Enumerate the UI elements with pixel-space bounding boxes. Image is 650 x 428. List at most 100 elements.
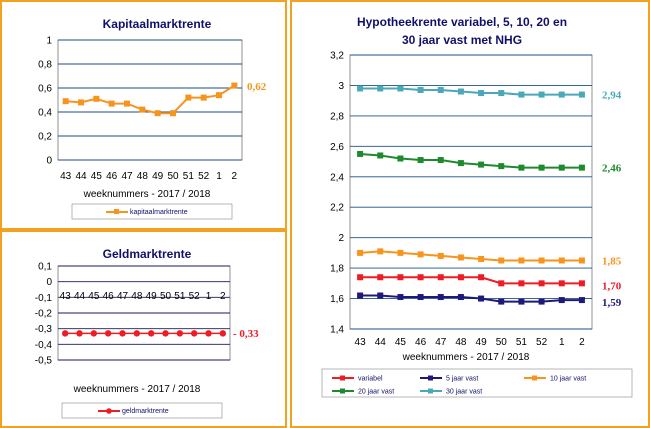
data-point xyxy=(397,274,404,281)
data-point xyxy=(104,330,112,337)
hypotheek-series xyxy=(357,85,585,305)
panel-geldmarktrente: Geldmarktrente 0,1 0 -0,1 -0,2 -0,3 -0,4 -0,5 … xyxy=(0,230,287,428)
x-tick-label: 1 xyxy=(206,291,212,302)
kapitaal-end-label: 0,62 xyxy=(247,81,267,93)
x-tick-label: 46 xyxy=(106,171,118,182)
k-plot-frame xyxy=(57,39,243,161)
y-tick-label: 0 xyxy=(46,277,52,288)
data-point xyxy=(216,92,222,99)
panel-hypotheekrente: Hypotheekrente variabel, 5, 10, 20 en 30… xyxy=(290,0,650,428)
y-tick-label: 0,4 xyxy=(38,108,52,119)
x-tick-label: 50 xyxy=(167,171,179,182)
x-tick-label: 48 xyxy=(455,337,467,348)
x-tick-label: 44 xyxy=(75,171,87,182)
end-label-variabel: 1,70 xyxy=(602,280,622,292)
data-point xyxy=(558,164,565,171)
data-point xyxy=(147,330,155,337)
data-point xyxy=(498,257,505,264)
data-point xyxy=(357,292,364,299)
x-tick-label: 51 xyxy=(183,171,195,182)
data-point xyxy=(190,330,198,337)
y-tick-label: 2,6 xyxy=(330,142,344,153)
data-point xyxy=(518,298,525,305)
data-point xyxy=(176,330,184,337)
hypotheek-x-ticks: 43 44 45 46 47 48 49 50 51 52 1 2 xyxy=(355,337,586,348)
x-tick-label: 45 xyxy=(88,291,100,302)
data-point xyxy=(185,94,192,101)
x-tick-label: 2 xyxy=(579,337,585,348)
data-point xyxy=(417,294,424,301)
data-point xyxy=(377,274,384,281)
data-point xyxy=(124,100,130,107)
data-point xyxy=(377,152,384,159)
y-tick-label: 1,6 xyxy=(330,294,344,305)
kapitaal-legend: kapitaalmarktrente xyxy=(71,203,233,220)
x-tick-label: 47 xyxy=(117,291,129,302)
x-tick-label: 43 xyxy=(355,337,367,348)
kapitaal-series xyxy=(62,82,238,117)
series-line-20-jaar-vast xyxy=(360,152,582,169)
data-point xyxy=(78,99,84,106)
y-tick-label: 0,6 xyxy=(38,84,52,95)
data-point xyxy=(119,330,126,337)
data-point xyxy=(498,298,505,305)
legend-marker xyxy=(340,375,345,381)
kapitaal-chart: Kapitaalmarktrente 0 0,2 0,4 0,6 0,8 1 43 44 45… xyxy=(38,17,267,220)
kapitaal-x-ticks: 43 44 45 46 47 48 49 50 51 52 1 2 xyxy=(60,171,237,182)
legend-label-10-jaar-vast: 10 jaar vast xyxy=(550,376,586,383)
y-tick-label: -0,4 xyxy=(35,340,53,351)
kapitaal-x-label: weeknummers - 2017 / 2018 xyxy=(83,189,211,200)
data-point xyxy=(518,257,525,264)
x-tick-label: 46 xyxy=(103,291,115,302)
data-point xyxy=(478,161,485,168)
x-tick-label: 49 xyxy=(152,171,164,182)
data-point xyxy=(518,280,525,287)
data-point xyxy=(139,106,146,113)
x-tick-label: 52 xyxy=(189,291,201,302)
hypotheek-chart: Hypotheekrente variabel, 5, 10, 20 en 30… xyxy=(321,15,633,398)
legend-marker xyxy=(340,388,345,394)
x-tick-label: 48 xyxy=(137,171,149,182)
x-tick-label: 50 xyxy=(496,337,508,348)
data-point xyxy=(437,294,444,301)
data-point xyxy=(498,90,505,97)
data-point xyxy=(558,280,565,287)
data-point xyxy=(578,257,585,264)
data-point xyxy=(397,294,404,301)
y-tick-label: 2,4 xyxy=(330,172,344,183)
end-label-20-jaar-vast: 2,46 xyxy=(602,163,622,175)
data-point xyxy=(437,87,444,94)
y-tick-label: 0,1 xyxy=(38,262,52,273)
data-point xyxy=(133,330,141,337)
data-point xyxy=(478,274,485,281)
data-point xyxy=(90,330,98,337)
geld-title: Geldmarktrente xyxy=(103,247,192,261)
x-tick-label: 1 xyxy=(216,171,222,182)
series-line-30-jaar-vast xyxy=(360,87,582,96)
geld-series xyxy=(61,330,227,337)
data-point xyxy=(357,150,364,157)
geld-x-label: weeknummers - 2017 / 2018 xyxy=(73,384,201,395)
x-tick-label: 2 xyxy=(232,171,238,182)
hypotheek-legend: variabel 5 jaar vast 10 jaar vast 20 jaar v… xyxy=(321,368,633,398)
data-point xyxy=(93,95,100,102)
legend-label-30-jaar-vast: 30 jaar vast xyxy=(446,389,482,396)
x-tick-label: 51 xyxy=(516,337,528,348)
data-point xyxy=(170,110,176,117)
y-tick-label: 1 xyxy=(46,36,52,47)
data-point xyxy=(498,163,505,170)
data-point xyxy=(397,155,404,162)
y-tick-label: 3 xyxy=(338,81,344,92)
x-tick-label: 47 xyxy=(435,337,447,348)
h-plot-frame xyxy=(349,54,593,330)
geld-x-ticks: 43 44 45 46 47 48 49 50 51 52 1 2 xyxy=(60,291,226,302)
x-tick-label: 45 xyxy=(91,171,103,182)
data-point xyxy=(417,251,424,258)
geld-grid xyxy=(57,265,231,361)
data-point xyxy=(62,98,69,105)
geld-legend: geldmarktrente xyxy=(61,402,223,419)
x-tick-label: 50 xyxy=(160,291,172,302)
legend-label-variabel: variabel xyxy=(358,376,383,383)
data-point xyxy=(558,297,565,304)
geld-legend-label: geldmarktrente xyxy=(122,408,169,415)
